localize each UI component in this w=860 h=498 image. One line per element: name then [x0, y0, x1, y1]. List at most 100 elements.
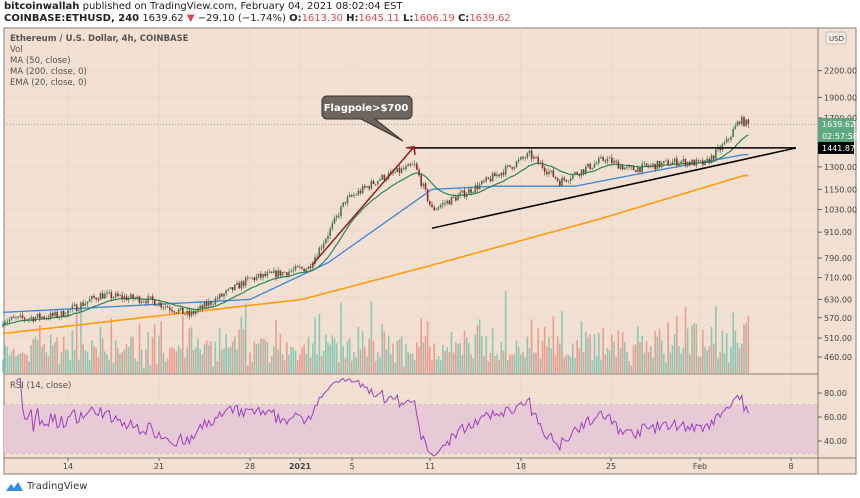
- candle: [65, 315, 67, 317]
- candle: [322, 243, 325, 248]
- low-label: L:: [403, 13, 414, 24]
- candle: [429, 200, 431, 205]
- volume-bars: [2, 290, 750, 373]
- candle: [236, 282, 238, 285]
- legend-rsi[interactable]: RSI (14, close): [10, 381, 71, 391]
- volume-bar: [470, 354, 472, 373]
- volume-bar: [422, 342, 425, 373]
- volume-bar: [624, 342, 626, 373]
- axes[interactable]: 2200.001900.001700.001300.001150.001030.…: [63, 31, 858, 471]
- volume-bar: [41, 346, 43, 373]
- volume-bar: [656, 336, 659, 373]
- volume-bar: [2, 359, 4, 373]
- candle: [370, 180, 373, 189]
- volume-bar: [578, 348, 581, 373]
- volume-bar: [634, 344, 637, 373]
- candle: [372, 180, 375, 184]
- candle: [218, 293, 221, 299]
- volume-bar: [496, 354, 498, 373]
- volume-bar: [439, 359, 442, 373]
- candle: [266, 272, 269, 276]
- author[interactable]: bitcoinwallah: [4, 1, 80, 12]
- candle: [130, 294, 132, 298]
- volume-bar: [364, 346, 366, 373]
- rsi-tick-label: 80.00: [824, 389, 847, 398]
- volume-bar: [305, 353, 308, 373]
- candle: [277, 270, 279, 278]
- volume-bar: [394, 362, 396, 373]
- drawings[interactable]: [4, 123, 818, 266]
- volume-bar: [472, 358, 474, 373]
- price-tick-label: 1300.00: [824, 163, 857, 172]
- volume-bar: [184, 358, 186, 373]
- candle: [15, 317, 17, 319]
- volume-bar: [632, 345, 635, 373]
- volume-bar: [205, 340, 208, 373]
- volume-bar: [78, 359, 80, 373]
- volume-bar: [75, 309, 78, 373]
- candle: [487, 177, 490, 179]
- volume-bar: [348, 338, 351, 373]
- candle: [738, 121, 741, 124]
- candle: [565, 179, 568, 182]
- candle: [281, 272, 284, 276]
- volume-bar: [294, 350, 297, 373]
- volume-bar: [437, 356, 440, 373]
- candle: [478, 184, 481, 190]
- candle: [606, 158, 609, 162]
- candle: [307, 266, 310, 270]
- candle: [691, 159, 693, 165]
- volume-bar: [127, 347, 130, 373]
- candle: [340, 206, 342, 217]
- level-price-tag-text: 1441.87: [822, 144, 855, 153]
- candle: [283, 272, 286, 273]
- legend-ma50[interactable]: MA (50, close): [10, 56, 71, 66]
- volume-bar: [416, 342, 418, 373]
- legend-ma200[interactable]: MA (200, close, 0): [10, 67, 87, 77]
- legend-vol[interactable]: Vol: [10, 45, 23, 55]
- volume-bar: [507, 359, 509, 373]
- candle: [550, 170, 552, 172]
- volume-bar: [580, 321, 583, 373]
- volume-bar: [682, 348, 685, 373]
- flagpole-callout[interactable]: Flagpole>$700: [321, 95, 413, 142]
- volume-bar: [708, 346, 711, 373]
- time-tick-label: 11: [425, 462, 435, 471]
- candle: [652, 163, 654, 166]
- currency-button[interactable]: USD: [825, 31, 847, 45]
- volume-bar: [69, 359, 71, 373]
- volume-bar: [151, 337, 154, 373]
- volume-bar: [728, 362, 730, 373]
- candle: [556, 178, 559, 181]
- volume-bar: [611, 334, 613, 373]
- candle: [489, 178, 492, 182]
- candle: [637, 167, 639, 173]
- volume-bar: [292, 347, 295, 373]
- candle: [533, 156, 535, 159]
- candle: [47, 317, 50, 319]
- candle: [86, 301, 89, 304]
- candle: [628, 166, 630, 168]
- tradingview-logo[interactable]: TradingView: [4, 480, 87, 492]
- volume-bar: [45, 351, 48, 373]
- volume-bar: [461, 355, 464, 373]
- ascending-trendline[interactable]: [431, 147, 797, 229]
- candle: [476, 185, 479, 190]
- candle: [543, 167, 546, 172]
- volume-bar: [429, 346, 431, 373]
- flagpole-arrow[interactable]: [311, 146, 415, 266]
- volume-bar: [663, 353, 665, 373]
- candle: [619, 165, 622, 169]
- candle: [134, 298, 136, 299]
- volume-bar: [598, 333, 600, 373]
- volume-bar: [450, 331, 453, 373]
- candle: [73, 304, 76, 306]
- volume-bar: [676, 315, 678, 373]
- volume-bar: [303, 344, 305, 373]
- legend-ema20[interactable]: EMA (20, close, 0): [10, 78, 87, 88]
- candle: [537, 157, 539, 163]
- candle: [658, 161, 661, 167]
- candle: [576, 172, 578, 175]
- volume-bar: [320, 356, 323, 373]
